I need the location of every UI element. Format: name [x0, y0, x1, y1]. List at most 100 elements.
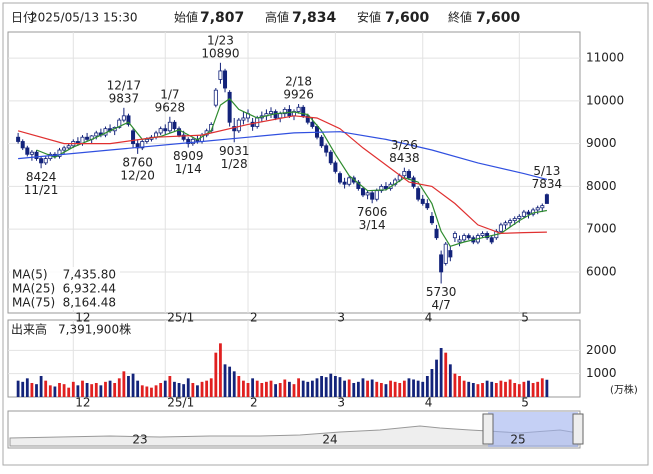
candle-body: [273, 111, 278, 119]
volume-bar: [343, 380, 346, 397]
volume-bar: [228, 366, 232, 397]
volume-bar: [62, 384, 66, 397]
ma-line: [36, 97, 548, 248]
annotation-value: 9031: [219, 144, 250, 158]
candle-body: [485, 233, 490, 239]
volume-bar: [536, 381, 540, 397]
volume-bar: [205, 380, 209, 397]
candle-body: [144, 138, 149, 142]
candle-body: [540, 205, 545, 209]
candle-body: [85, 136, 90, 140]
candle-body: [383, 186, 388, 189]
volume-bar: [315, 378, 319, 397]
volume-bar: [278, 383, 282, 397]
volume-bar: [522, 381, 526, 397]
candle-body: [131, 130, 136, 145]
volume-bar: [288, 381, 291, 397]
navigator-handle-right[interactable]: [572, 413, 584, 445]
volume-bar: [251, 378, 255, 397]
volume-bar: [384, 384, 388, 397]
volume-bar: [104, 381, 107, 397]
volume-bar: [517, 384, 521, 397]
volume-total: 7,391,900株: [58, 322, 131, 337]
navigator-label: 23: [132, 433, 147, 447]
volume-bar: [481, 383, 484, 397]
candle-body: [457, 239, 462, 243]
navigator-label: 24: [322, 433, 337, 447]
candle-body: [544, 194, 549, 204]
candle-body: [296, 106, 301, 112]
volume-bar: [246, 383, 250, 397]
volume-bar: [310, 380, 314, 397]
candle-body: [503, 222, 508, 226]
volume-bar: [117, 378, 121, 397]
candle-body: [462, 235, 467, 241]
x-tick-label: 5: [521, 396, 529, 410]
volume-bar: [389, 380, 392, 397]
candle-body: [411, 177, 416, 187]
candle-body: [269, 111, 274, 115]
header-value: 2025/05/13 15:30: [30, 11, 138, 25]
candle-body: [489, 237, 494, 243]
navigator-handle-left[interactable]: [482, 413, 494, 445]
volume-bar: [232, 371, 236, 397]
y-tick-label: 1000: [586, 366, 617, 380]
candle-body: [328, 151, 333, 164]
volume-bar: [122, 371, 126, 397]
volume-bar: [531, 383, 535, 397]
candle-body: [278, 113, 283, 119]
volume-bar: [219, 343, 222, 397]
x-tick-label: 3: [337, 311, 345, 325]
volume-bar: [540, 378, 544, 397]
candle-body: [227, 91, 232, 123]
candle-body: [379, 186, 384, 192]
candle-body: [439, 254, 444, 273]
candle-body: [172, 121, 177, 130]
annotation-value: 8909: [173, 149, 204, 163]
candle-body: [236, 119, 241, 132]
volume-bar: [366, 380, 369, 397]
volume-bar: [370, 379, 374, 397]
candle-body: [305, 115, 310, 123]
y-tick-label: 2000: [586, 343, 617, 357]
volume-bar: [471, 383, 475, 397]
volume-bar: [265, 381, 268, 397]
candle-body: [452, 233, 457, 239]
annotation-date: 2/18: [285, 75, 312, 89]
candle-body: [213, 89, 218, 106]
volume-bar: [458, 376, 461, 397]
candle-body: [282, 109, 287, 115]
candle-body: [402, 171, 407, 177]
navigator-selection[interactable]: [488, 412, 578, 447]
volume-bar: [81, 380, 84, 397]
volume-bar: [237, 376, 241, 397]
candle-body: [324, 145, 329, 153]
volume-bar: [182, 384, 186, 397]
candle-body: [365, 192, 370, 196]
candle-body: [374, 190, 379, 200]
header-value: 7,834: [292, 10, 337, 26]
annotation-date: 5/13: [533, 164, 560, 178]
volume-title: 出来高: [11, 322, 47, 337]
volume-bar: [430, 369, 434, 397]
candle-body: [526, 211, 531, 215]
volume-bar: [476, 384, 480, 397]
candle-body: [342, 181, 347, 185]
annotation-date: 1/23: [207, 33, 234, 47]
candle-body: [508, 220, 513, 224]
header-label: 終値: [448, 10, 472, 25]
candle-body: [425, 203, 430, 209]
candle-body: [223, 70, 228, 89]
volume-unit: (万株): [610, 383, 638, 396]
candle-body: [177, 128, 182, 136]
volume-bar: [398, 383, 402, 397]
volume-bar: [448, 364, 452, 397]
volume-bar: [375, 381, 379, 397]
candle-body: [448, 250, 453, 258]
x-tick-label: 5: [521, 311, 529, 325]
volume-bar: [21, 381, 25, 397]
volume-bar: [425, 376, 429, 397]
volume-bar: [444, 352, 448, 397]
volume-bar: [71, 381, 75, 397]
volume-bar: [439, 348, 443, 397]
